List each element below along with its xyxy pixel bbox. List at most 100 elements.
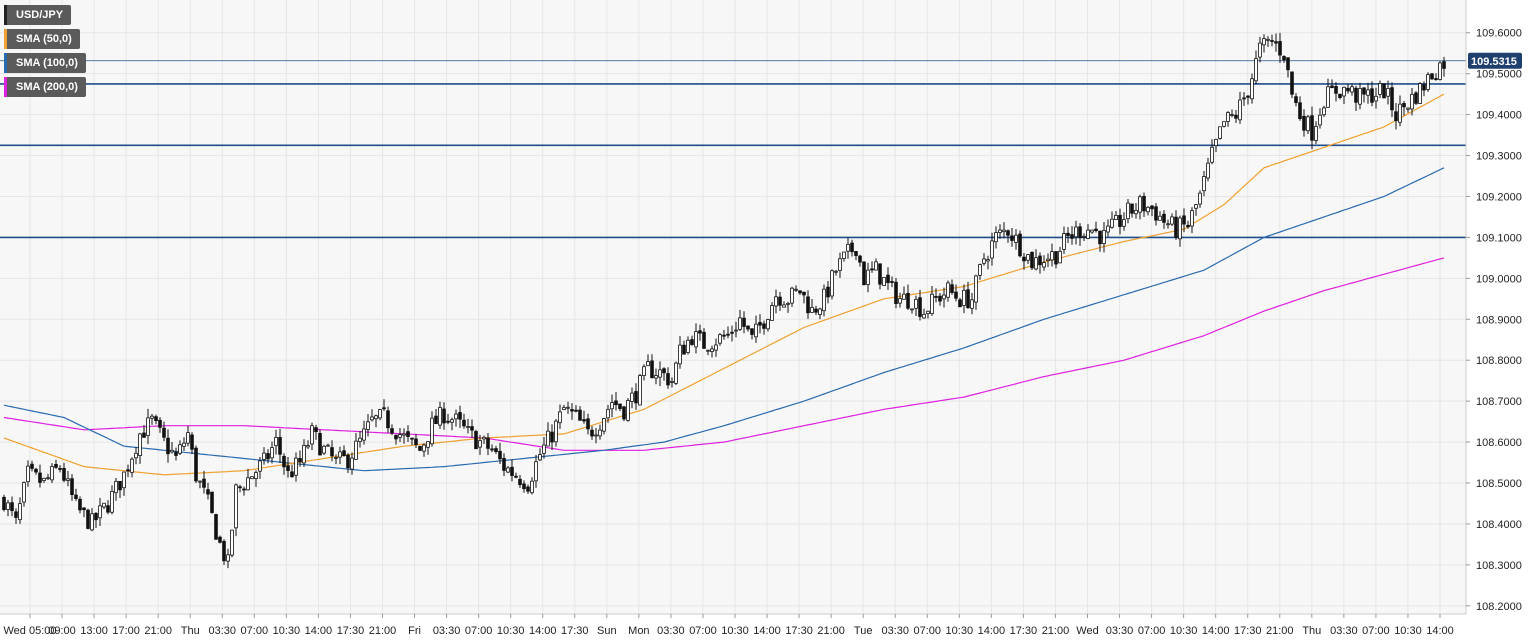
candle-body-up <box>110 490 114 513</box>
candle-body-down <box>526 486 530 492</box>
candle <box>526 484 530 494</box>
candle-body-down <box>1006 230 1010 236</box>
candle <box>354 432 358 460</box>
candle <box>1178 215 1182 247</box>
candle <box>290 464 294 478</box>
candle-body-up <box>1086 229 1090 239</box>
candle-body-down <box>298 458 302 463</box>
candle-body-up <box>270 447 274 459</box>
candle-body-down <box>498 450 502 460</box>
time-tick-label: 21:00 <box>144 625 172 637</box>
candle-body-up <box>658 369 662 378</box>
candle-body-down <box>1038 255 1042 266</box>
candle-body-up <box>1210 146 1214 163</box>
candle <box>790 286 794 307</box>
candle <box>1410 87 1414 116</box>
candle <box>822 284 826 317</box>
candle-body-down <box>1430 73 1434 80</box>
candle <box>654 368 658 385</box>
candle <box>1234 110 1238 123</box>
legend-swatch <box>4 53 7 73</box>
time-tick-label: Fri <box>408 625 421 637</box>
candle <box>714 338 718 357</box>
legend-item-sma-100[interactable]: SMA (100,0) <box>4 53 86 73</box>
candle <box>1198 190 1202 208</box>
candle-body-up <box>718 334 722 344</box>
candle-body-down <box>106 505 110 513</box>
candle <box>1266 36 1270 48</box>
candle-body-up <box>546 430 550 447</box>
candle-body-up <box>654 375 658 379</box>
candle-body-up <box>262 452 266 460</box>
candle-body-up <box>674 362 678 384</box>
candle-body-up <box>978 264 982 276</box>
candle-body-down <box>1270 40 1274 42</box>
candle <box>886 267 890 290</box>
candle <box>442 402 446 430</box>
legend-item-sma-200[interactable]: SMA (200,0) <box>4 77 86 97</box>
candle-body-down <box>578 409 582 421</box>
candle <box>274 429 278 455</box>
candle-body-down <box>934 296 938 298</box>
candle <box>1386 80 1390 105</box>
candle <box>578 406 582 421</box>
candle <box>702 328 706 349</box>
candle-body-down <box>266 453 270 460</box>
candle <box>1350 83 1354 96</box>
time-tick-label: 14:00 <box>305 625 333 637</box>
legend-item-usdjpy[interactable]: USD/JPY <box>4 5 72 25</box>
candle <box>1086 224 1090 240</box>
time-tick-label: 13:00 <box>80 625 108 637</box>
candle <box>990 232 994 266</box>
candle <box>738 309 742 332</box>
candle-body-down <box>1330 85 1334 89</box>
candle-body-down <box>1130 203 1134 214</box>
candle-body-up <box>326 444 330 447</box>
candle-body-up <box>882 277 886 287</box>
candle-body-down <box>666 373 670 386</box>
candle <box>1110 211 1114 229</box>
legend-item-sma-50[interactable]: SMA (50,0) <box>4 29 80 49</box>
candle-body-down <box>1174 216 1178 238</box>
candle <box>814 305 818 316</box>
candle-body-down <box>722 334 726 337</box>
candle <box>1290 71 1294 99</box>
horizontal-levels <box>0 60 1466 239</box>
candle-body-down <box>662 368 666 374</box>
candle <box>350 452 354 475</box>
candle <box>542 436 546 459</box>
candle-body-up <box>302 444 306 464</box>
candle <box>882 277 886 287</box>
candle-body-up <box>734 329 738 332</box>
candle-body-up <box>738 317 742 330</box>
candle-body-down <box>58 468 62 470</box>
candle <box>1370 81 1374 107</box>
price-tick-label: 109.2000 <box>1476 191 1522 203</box>
candle <box>14 508 18 524</box>
candle <box>134 446 138 465</box>
legend-label: SMA (200,0) <box>16 81 78 93</box>
candle <box>6 499 10 517</box>
candle-body-up <box>686 339 690 354</box>
candle <box>174 447 178 461</box>
candle-body-down <box>878 263 882 285</box>
candle-body-up <box>422 444 426 452</box>
candle-body-up <box>538 454 542 461</box>
legend-label: SMA (100,0) <box>16 57 78 69</box>
candle <box>1226 111 1230 127</box>
candle <box>926 310 930 319</box>
candle <box>1054 251 1058 269</box>
candle-body-up <box>1002 229 1006 233</box>
candle-body-down <box>750 328 754 335</box>
candles <box>2 32 1446 569</box>
candle <box>762 320 766 335</box>
time-tick-label: Thu <box>1302 625 1321 637</box>
candle-body-up <box>1398 103 1402 123</box>
candle <box>1242 92 1246 106</box>
candle-body-down <box>462 419 466 427</box>
time-tick-label: 17:30 <box>337 625 365 637</box>
candle <box>1214 138 1218 152</box>
candle <box>1162 210 1166 229</box>
candle-body-down <box>30 463 34 469</box>
